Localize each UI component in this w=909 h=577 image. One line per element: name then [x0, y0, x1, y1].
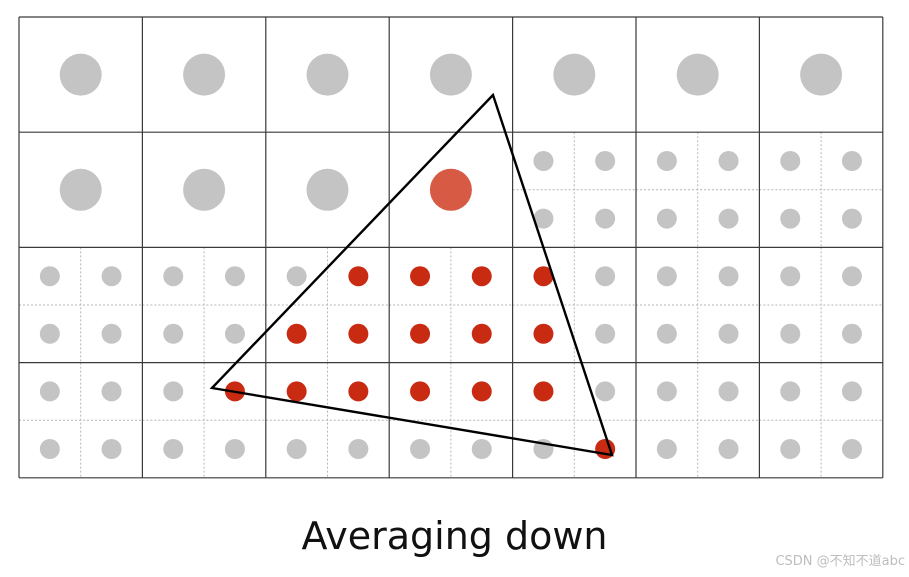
subsample-gray — [348, 439, 369, 459]
subsample-gray — [718, 323, 739, 344]
subsample-covered — [348, 323, 369, 344]
subsample-covered — [410, 323, 431, 344]
sample-gray — [183, 53, 226, 96]
subsample-gray — [656, 151, 677, 171]
subsample-covered — [471, 381, 492, 402]
subsample-gray — [780, 208, 801, 229]
watermark: CSDN @不知不道abc — [775, 554, 905, 569]
subsample-gray — [101, 266, 122, 287]
subsample-gray — [163, 323, 184, 344]
subsample-gray — [533, 151, 554, 171]
subsample-gray — [224, 323, 245, 344]
subsample-gray — [163, 381, 184, 402]
subsample-gray — [656, 439, 677, 459]
subsample-gray — [101, 439, 122, 459]
subsample-gray — [780, 439, 801, 459]
subsample-gray — [718, 151, 739, 171]
subsample-gray — [595, 266, 616, 287]
subsample-covered — [471, 266, 492, 287]
subsample-gray — [39, 266, 60, 287]
subsample-covered — [533, 266, 554, 287]
subsample-covered — [410, 381, 431, 402]
subsample-gray — [841, 208, 862, 229]
sample-gray — [676, 53, 719, 96]
sample-gray — [429, 53, 472, 96]
sample-gray — [183, 168, 226, 211]
averaging-down-diagram — [18, 16, 884, 479]
subsample-gray — [101, 381, 122, 402]
subsample-gray — [286, 439, 307, 459]
subsample-gray — [224, 439, 245, 459]
subsample-gray — [39, 381, 60, 402]
subsample-gray — [841, 381, 862, 402]
subsample-gray — [841, 266, 862, 287]
subsample-covered — [348, 266, 369, 287]
subsample-gray — [656, 266, 677, 287]
subsample-covered — [348, 381, 369, 402]
sample-gray — [800, 53, 843, 96]
sample-gray — [553, 53, 596, 96]
subsample-gray — [841, 151, 862, 171]
subsample-covered — [533, 381, 554, 402]
subsample-gray — [533, 208, 554, 229]
caption: Averaging down — [301, 514, 608, 558]
subsample-gray — [718, 439, 739, 459]
subsample-gray — [656, 323, 677, 344]
subsample-gray — [780, 151, 801, 171]
subsample-gray — [595, 208, 616, 229]
subsample-covered — [471, 323, 492, 344]
sample-gray — [306, 53, 349, 96]
subsample-gray — [224, 266, 245, 287]
triangle-outline — [209, 92, 614, 457]
subsample-gray — [841, 439, 862, 459]
subsample-gray — [780, 381, 801, 402]
subsample-gray — [39, 439, 60, 459]
subsample-covered — [286, 323, 307, 344]
subsample-gray — [471, 439, 492, 459]
subsample-gray — [656, 208, 677, 229]
subsample-covered — [410, 266, 431, 287]
subsample-covered — [286, 381, 307, 402]
sample-gray — [59, 168, 102, 211]
subsample-gray — [718, 208, 739, 229]
subsample-gray — [286, 266, 307, 287]
sample-gray — [59, 53, 102, 96]
subsample-gray — [595, 151, 616, 171]
subsample-gray — [780, 266, 801, 287]
subsample-covered — [533, 323, 554, 344]
subsample-gray — [656, 381, 677, 402]
subsample-gray — [595, 323, 616, 344]
subsample-gray — [718, 381, 739, 402]
averaged-sample-red — [429, 168, 472, 211]
subsample-gray — [780, 323, 801, 344]
subsample-gray — [163, 439, 184, 459]
subsample-gray — [163, 266, 184, 287]
subsample-gray — [841, 323, 862, 344]
subsample-gray — [101, 323, 122, 344]
subsample-gray — [410, 439, 431, 459]
subsample-gray — [718, 266, 739, 287]
sample-gray — [306, 168, 349, 211]
subsample-gray — [39, 323, 60, 344]
subsample-gray — [595, 381, 616, 402]
